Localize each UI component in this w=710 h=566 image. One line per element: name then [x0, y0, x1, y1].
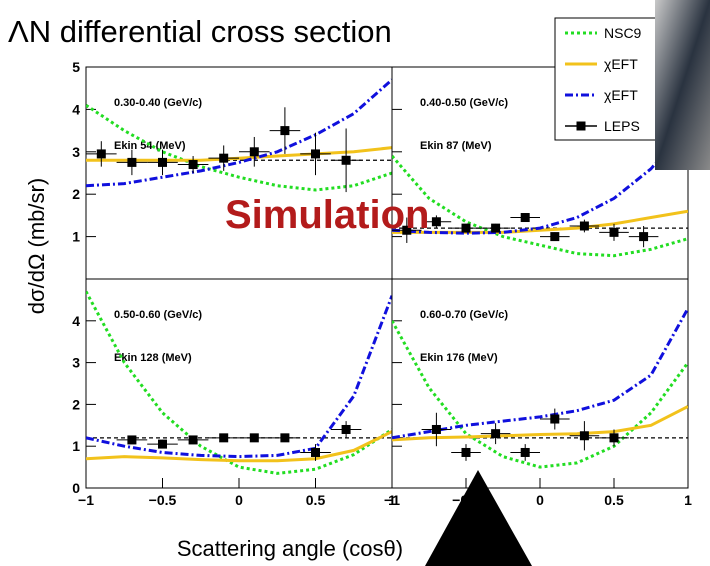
arrow — [425, 470, 532, 566]
data-point — [579, 431, 589, 441]
y-tick-label: 2 — [72, 186, 80, 202]
x-tick-label: −1 — [78, 492, 94, 508]
data-point — [431, 217, 441, 227]
plot-area — [392, 125, 688, 258]
legend-label: χEFT — [604, 87, 638, 103]
legend-marker — [576, 121, 586, 131]
panel-label: 0.60-0.70 (GeV/c) — [420, 309, 508, 321]
x-tick-label: 1 — [684, 492, 692, 508]
data-point — [341, 424, 351, 434]
data-point — [461, 223, 471, 233]
y-tick-label: 3 — [72, 355, 80, 371]
data-point — [158, 439, 167, 449]
x-tick-label: 0.5 — [604, 492, 624, 508]
data-point — [249, 147, 259, 157]
data-point — [341, 155, 351, 165]
slide-title: ΛN differential cross section — [8, 14, 392, 49]
y-tick-label: 2 — [72, 396, 80, 412]
y-tick-label: 4 — [72, 313, 80, 329]
y-tick-label: 1 — [72, 229, 80, 245]
data-point — [280, 433, 290, 443]
legend-box — [554, 17, 666, 141]
data-point — [520, 447, 530, 457]
curve — [392, 125, 688, 235]
panel-label: 0.50-0.60 (GeV/c) — [114, 309, 202, 321]
data-point — [461, 447, 471, 457]
panel: −1−0.500.510.60-0.70 (GeV/c)Ekin 176 (Me… — [384, 278, 692, 508]
data-point — [219, 153, 229, 163]
panel-energy: Ekin 87 (MeV) — [420, 140, 492, 152]
data-point — [639, 232, 649, 242]
data-point — [609, 433, 619, 443]
curve — [86, 430, 392, 463]
y-tick-label: 4 — [72, 101, 80, 117]
plot-area — [86, 78, 392, 193]
curve — [392, 405, 688, 442]
legend-label: χEFT — [604, 56, 638, 72]
panel-energy: Ekin 54 (MeV) — [114, 140, 186, 152]
data-point — [127, 157, 137, 167]
plot-area — [86, 290, 392, 475]
curve — [392, 155, 688, 258]
data-point — [219, 433, 229, 443]
panel-label: 0.30-0.40 (GeV/c) — [114, 97, 202, 109]
data-point — [249, 433, 259, 443]
data-point — [402, 225, 412, 235]
data-point — [188, 435, 198, 445]
x-tick-label: −1 — [384, 492, 400, 508]
y-axis-label: dσ/dΩ (mb/sr) — [24, 178, 49, 314]
data-point — [579, 221, 589, 231]
data-point — [96, 149, 106, 159]
panel-energy: Ekin 128 (MeV) — [114, 352, 192, 364]
data-point — [311, 149, 320, 159]
curve — [86, 78, 392, 188]
x-tick-label: −0.5 — [149, 492, 177, 508]
x-axis-label: Scattering angle (cosθ) — [177, 536, 403, 561]
panel: 0.40-0.50 (GeV/c) Ekin 87 (MeV) — [391, 66, 689, 280]
y-tick-label: 3 — [72, 144, 80, 160]
legend-label: NSC9 — [604, 25, 642, 41]
panel-label: 0.40-0.50 (GeV/c) — [420, 97, 508, 109]
y-tick-label: 0 — [72, 480, 80, 496]
legend: NSC9 χEFT χEFT LEPS — [554, 17, 666, 141]
curve — [86, 290, 392, 475]
data-point — [188, 160, 198, 170]
data-point — [280, 126, 290, 136]
panel: 0 1 2 3 4 −1 −0.5 0 0.5 1 0.50-0.60 (GeV/c) Ekin 12… — [72, 278, 396, 508]
panel-energy: Ekin 176 (MeV) — [420, 352, 498, 364]
x-tick-label: 1 — [388, 492, 396, 508]
data-point — [431, 424, 441, 434]
panel: 1 2 3 4 5 0.30-0.40 (GeV/c) Ekin 54 (MeV) — [72, 59, 393, 280]
x-tick-label: 0 — [235, 492, 243, 508]
x-tick-label: 0 — [536, 492, 544, 508]
x-tick-label: 0.5 — [306, 492, 326, 508]
data-point — [609, 227, 619, 237]
y-tick-label: 5 — [72, 59, 80, 75]
data-point — [127, 435, 137, 445]
data-point — [491, 223, 501, 233]
data-point — [550, 232, 560, 242]
plot-area — [392, 307, 688, 469]
speaker-photo — [655, 0, 710, 170]
data-point — [550, 414, 560, 424]
data-point — [158, 157, 167, 167]
plots: 1 2 3 4 5 0.30-0.40 (GeV/c) Ekin 54 (MeV) 0.40-… — [72, 59, 692, 508]
legend-label: LEPS — [604, 118, 640, 134]
data-point — [520, 213, 530, 223]
y-tick-label: 1 — [72, 438, 80, 454]
data-point — [491, 429, 501, 439]
curve — [86, 295, 392, 459]
data-point — [311, 447, 320, 457]
watermark: Simulation — [225, 193, 429, 237]
curve — [86, 103, 392, 192]
curve — [392, 320, 688, 469]
